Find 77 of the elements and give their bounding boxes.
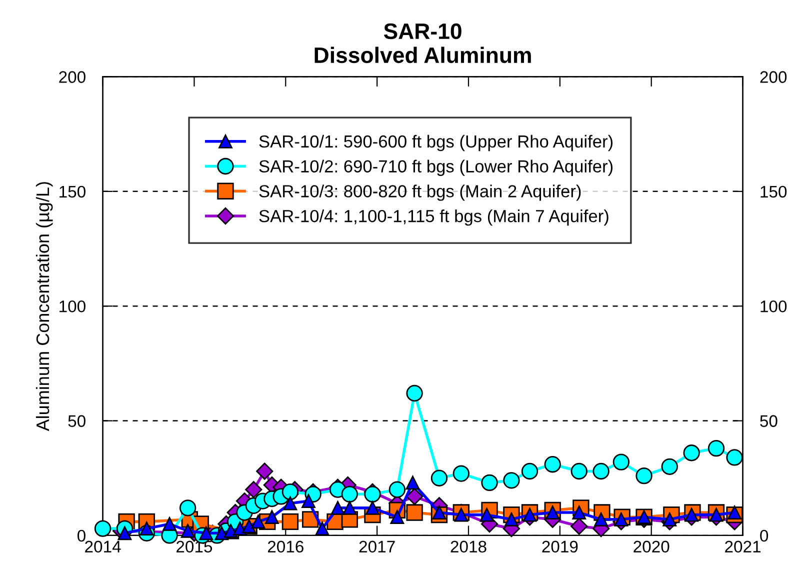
x-tick-label: 2014 — [85, 540, 121, 553]
point — [390, 510, 404, 524]
point — [118, 526, 132, 540]
point — [302, 494, 316, 508]
legend-label: SAR-10/1: 590-600 ft bgs (Upper Rho Aquifer) — [259, 134, 613, 152]
point — [481, 474, 498, 492]
point — [522, 508, 537, 522]
point — [282, 484, 299, 500]
point — [612, 454, 630, 470]
y2-tick-label: 150 — [760, 186, 787, 198]
x-tick-label: 2021 — [725, 540, 760, 553]
legend-label: SAR-10/2: 690-710 ft bgs (Lower Rho Aquifer) — [259, 160, 613, 176]
point — [452, 465, 470, 482]
x-tick-label: 2019 — [542, 540, 578, 553]
x-tick-label: 2018 — [450, 540, 486, 553]
y-tick-label: 0 — [78, 530, 86, 542]
point — [592, 462, 610, 480]
point — [683, 444, 700, 462]
point — [162, 517, 176, 531]
point — [572, 506, 586, 520]
point — [406, 476, 420, 490]
point — [636, 467, 652, 484]
point — [406, 384, 423, 402]
point — [546, 506, 560, 520]
point — [594, 512, 608, 526]
point — [342, 500, 357, 515]
point — [406, 504, 423, 521]
point — [282, 513, 299, 530]
chart-title: SAR-10 Dissolved Aluminum — [314, 23, 531, 64]
point — [256, 462, 274, 480]
y-tick-label: 50 — [68, 415, 86, 427]
x-tick-label: 2017 — [359, 540, 395, 553]
point — [341, 486, 358, 503]
point — [140, 522, 154, 536]
point — [406, 488, 424, 506]
point — [251, 514, 266, 529]
legend-label: SAR-10/4: 1,100-1,115 ft bgs (Main 7 Aquifer) — [259, 209, 608, 226]
point — [570, 462, 588, 480]
point — [432, 506, 446, 520]
y-tick-label: 150 — [60, 186, 86, 198]
point — [708, 440, 725, 457]
point — [315, 522, 330, 536]
point — [232, 522, 247, 536]
point — [480, 508, 494, 522]
point — [521, 462, 538, 480]
point — [544, 456, 561, 473]
x-tick-label: 2016 — [268, 540, 304, 553]
point — [614, 512, 628, 526]
point — [330, 500, 345, 515]
point — [728, 506, 742, 520]
point — [684, 508, 699, 522]
point — [570, 518, 588, 535]
point — [283, 496, 298, 510]
y2-tick-label: 0 — [760, 530, 768, 542]
point — [366, 500, 380, 515]
point — [454, 508, 468, 522]
x-tick-label: 2020 — [634, 540, 670, 553]
y2-tick-label: 100 — [760, 300, 787, 312]
point — [199, 526, 214, 540]
point — [388, 481, 406, 498]
point — [726, 449, 743, 466]
y2-tick-label: 200 — [760, 71, 787, 83]
point — [503, 472, 520, 489]
point — [245, 481, 262, 498]
point — [430, 470, 448, 486]
y-axis-title: Aluminum Concentration (µg/L) — [36, 182, 53, 432]
y-tick-label: 100 — [60, 300, 86, 312]
point — [662, 512, 677, 526]
point — [709, 508, 724, 522]
point — [179, 500, 196, 516]
point — [264, 510, 279, 524]
point — [661, 458, 678, 475]
y-tick-label: 200 — [59, 71, 86, 83]
y2-tick-label: 50 — [760, 415, 778, 427]
point — [364, 486, 381, 503]
point — [504, 512, 518, 526]
legend-label: SAR-10/3: 800-820 ft bgs (Main 2 Aquifer) — [259, 184, 581, 201]
